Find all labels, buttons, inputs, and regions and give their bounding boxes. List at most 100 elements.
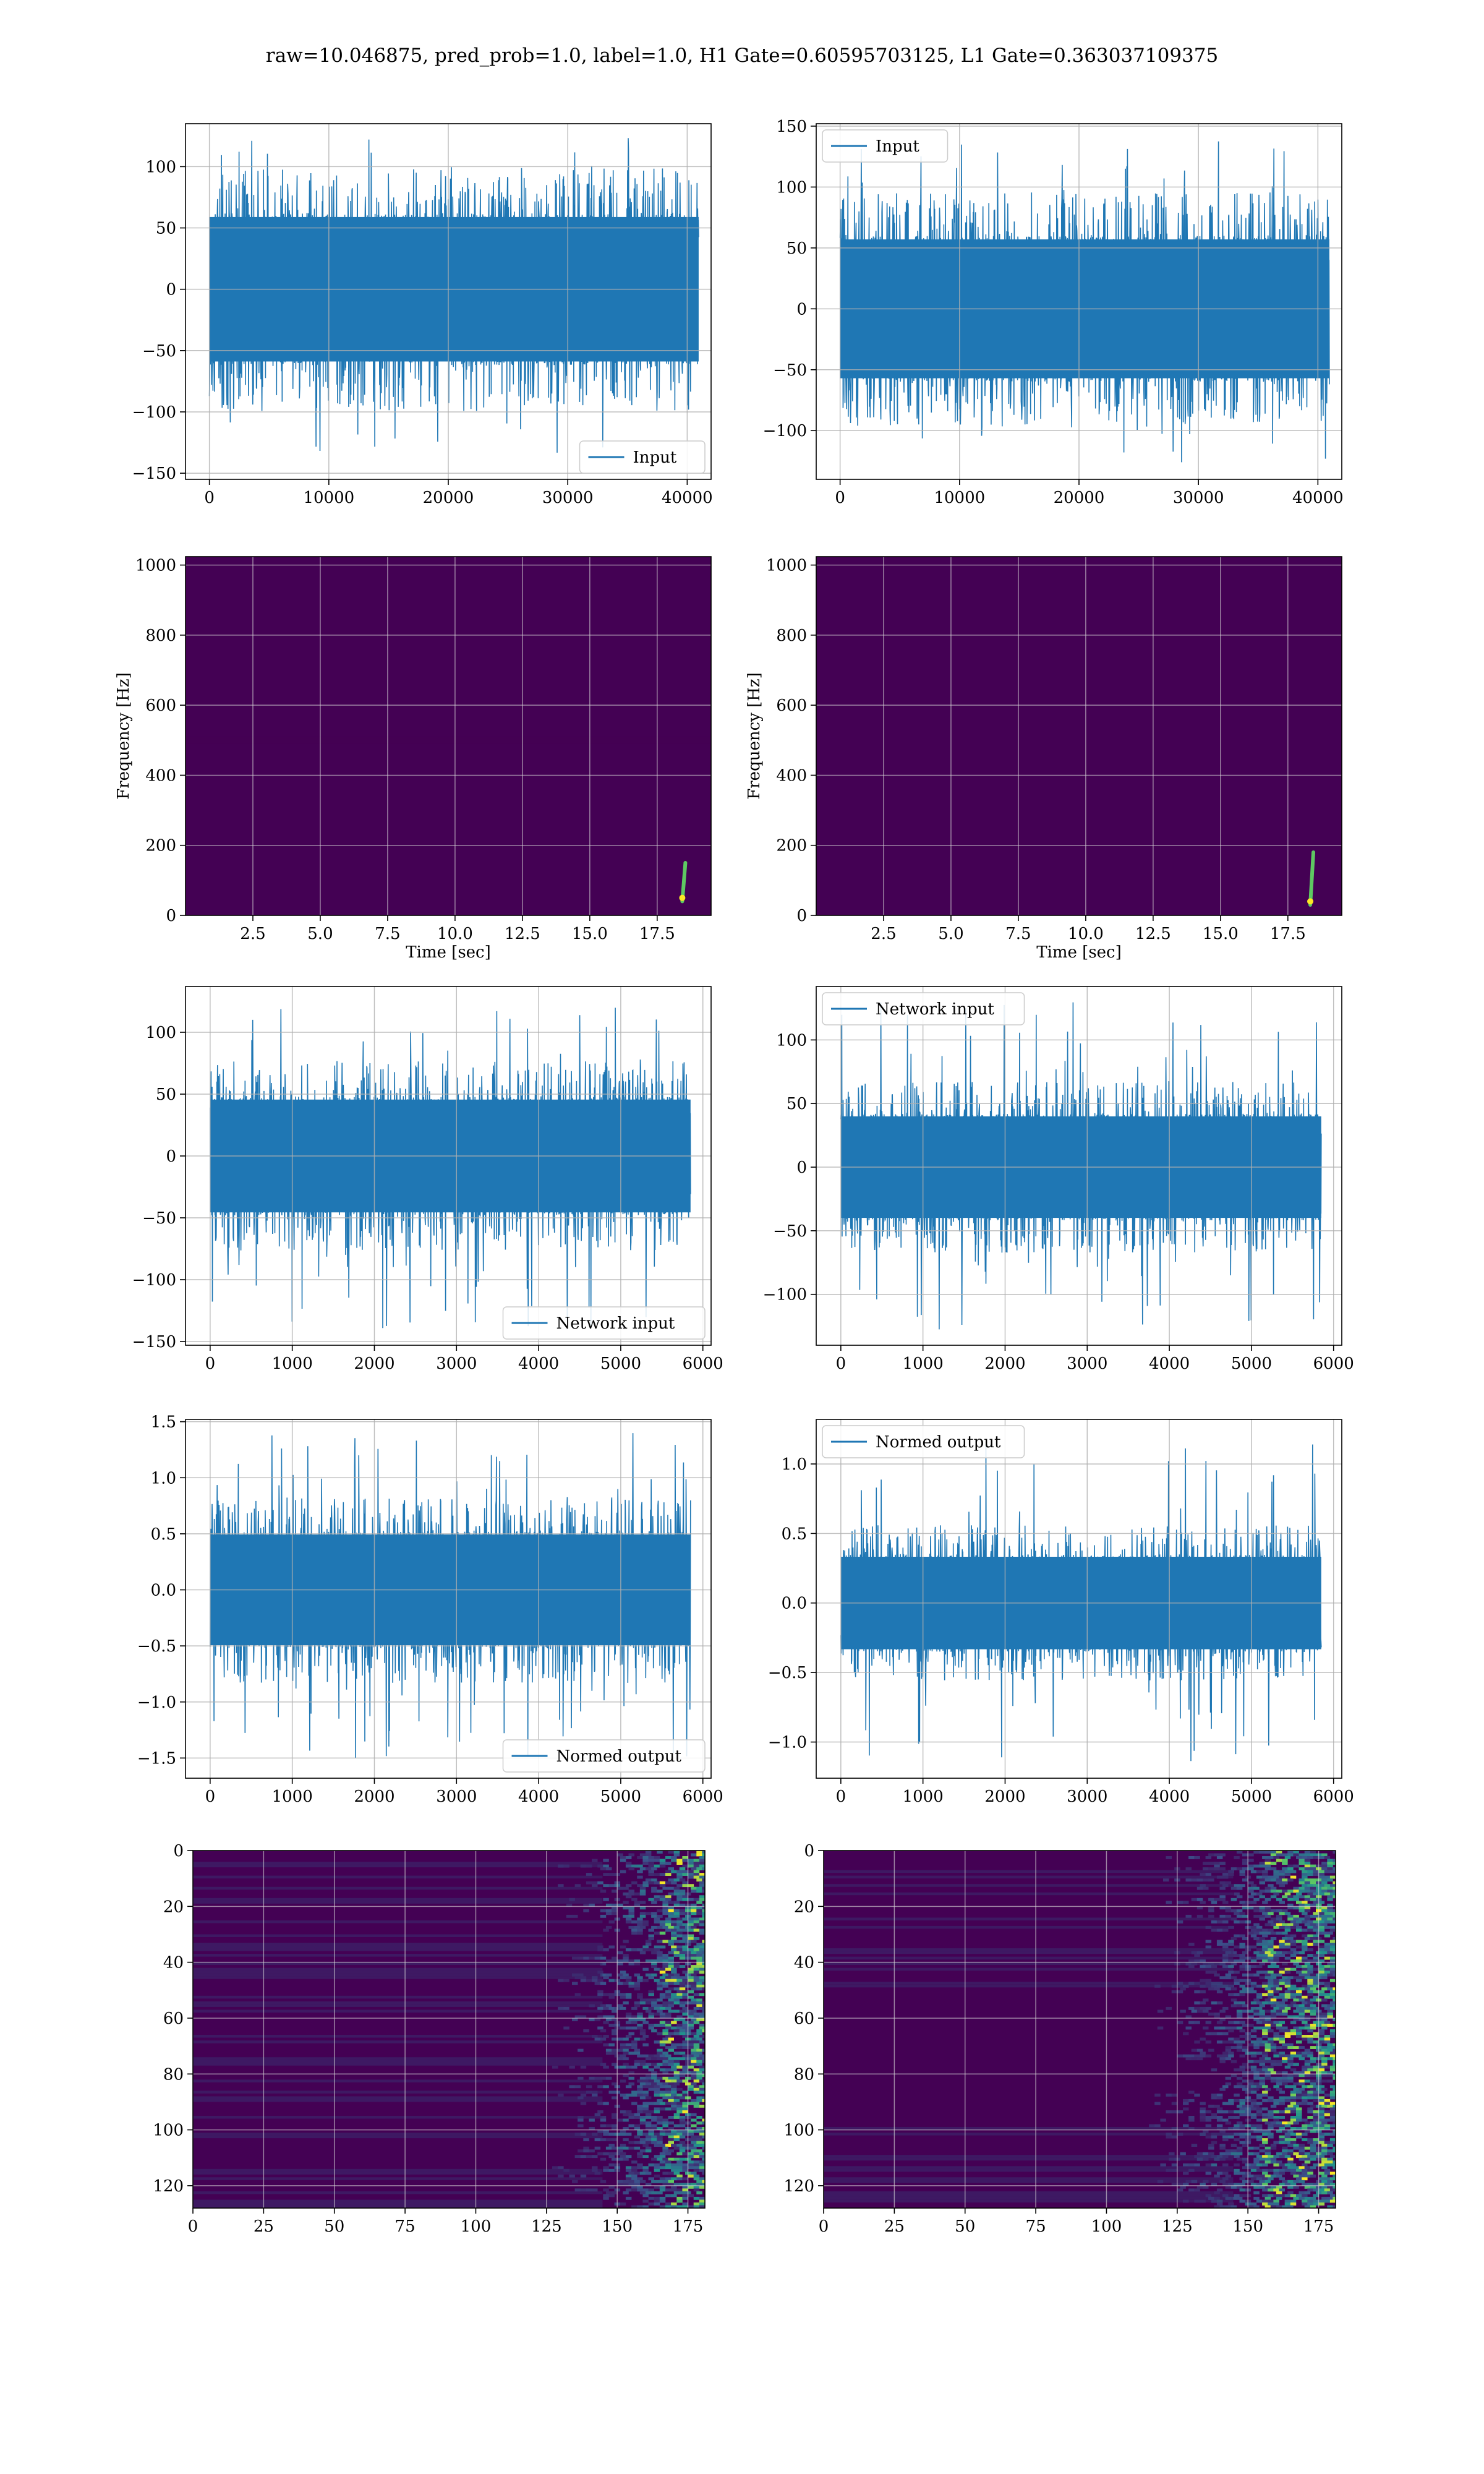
heatmap-cells (824, 1851, 1336, 2208)
x-tick-label: 10000 (934, 489, 985, 507)
x-tick-label: 5000 (1231, 1787, 1272, 1806)
x-tick-label: 17.5 (639, 925, 675, 943)
x-tick-label: 5000 (600, 1355, 641, 1373)
plot-area (824, 1851, 1336, 2208)
y-tick-label: −150 (132, 1333, 176, 1351)
x-tick-label: 40000 (1292, 489, 1344, 507)
x-tick-label: 0 (835, 489, 845, 507)
x-tick-label: 4000 (518, 1355, 559, 1373)
x-tick-label: 30000 (1173, 489, 1224, 507)
axes-frame (192, 1850, 706, 2209)
legend-box (502, 1739, 706, 1773)
plot-area (193, 1851, 705, 2208)
legend-label: Network input (556, 1314, 675, 1333)
legend: Input (822, 129, 949, 163)
y-tick-label: 80 (163, 2065, 184, 2084)
legend: Network input (502, 1306, 706, 1340)
x-axis-label: Time [sec] (1036, 943, 1122, 962)
x-tick-label: 3000 (1067, 1787, 1107, 1806)
y-tick-label: 0 (173, 1842, 184, 1860)
y-tick-label: 100 (783, 2121, 814, 2140)
x-tick-label: 2000 (354, 1355, 394, 1373)
y-axis-label: Frequency [Hz] (745, 672, 764, 800)
heatmap-dark-band (186, 736, 711, 744)
y-tick-label: 0 (166, 907, 176, 925)
y-tick-label: 40 (163, 1954, 184, 1972)
x-tick-label: 4000 (518, 1787, 559, 1806)
heatmap-cells (193, 1851, 705, 2208)
y-tick-label: 100 (776, 178, 807, 197)
x-tick-label: 0 (819, 2217, 829, 2236)
x-tick-label: 0 (188, 2217, 198, 2236)
x-tick-label: 100 (461, 2217, 492, 2236)
y-tick-label: 60 (163, 2010, 184, 2028)
x-tick-label: 10000 (303, 489, 354, 507)
y-tick-label: 50 (156, 1085, 176, 1104)
x-tick-label: 75 (395, 2217, 416, 2236)
x-tick-label: 75 (1026, 2217, 1046, 2236)
x-tick-label: 0 (836, 1787, 846, 1806)
legend-label: Normed output (556, 1747, 682, 1766)
legend: Input (579, 440, 706, 474)
x-tick-label: 2.5 (240, 925, 265, 943)
tick-labels: 2.5 5.0 7.5 10.0 12.5 15.0 17.5 0 200 400 600 800 10… (766, 557, 1306, 943)
y-tick-label: 100 (776, 1031, 807, 1050)
x-tick-label: 175 (1303, 2217, 1334, 2236)
x-tick-label: 0 (205, 1355, 216, 1373)
y-tick-label: 600 (145, 696, 176, 715)
x-tick-label: 1000 (903, 1787, 944, 1806)
x-tick-label: 50 (955, 2217, 975, 2236)
x-tick-label: 7.5 (1005, 925, 1031, 943)
legend-box (822, 129, 949, 163)
y-tick-label: 200 (145, 837, 176, 855)
legend-box (502, 1306, 706, 1340)
y-tick-label: −100 (132, 403, 176, 422)
x-tick-label: 2000 (984, 1787, 1025, 1806)
y-axis-label: Frequency [Hz] (114, 672, 133, 800)
y-tick-label: 1.0 (782, 1455, 807, 1474)
gridlines (186, 1419, 711, 1778)
chirp-signal (1308, 850, 1316, 907)
gridlines (186, 987, 711, 1345)
x-tick-label: 4000 (1149, 1787, 1190, 1806)
x-axis-label: Time [sec] (406, 943, 491, 962)
chirp-peak (1307, 898, 1314, 905)
x-tick-label: 1000 (272, 1355, 313, 1373)
x-tick-label: 3000 (436, 1787, 477, 1806)
legend-label: Input (633, 448, 677, 467)
y-tick-label: 0.5 (782, 1525, 807, 1543)
y-tick-label: 1000 (766, 557, 807, 575)
x-tick-label: 7.5 (375, 925, 400, 943)
x-tick-label: 10.0 (437, 925, 473, 943)
y-tick-label: −1.5 (137, 1749, 176, 1768)
plot-area (816, 557, 1342, 915)
x-tick-label: 6000 (1313, 1355, 1354, 1373)
legend-box (579, 440, 706, 474)
legend: Network input (822, 992, 1025, 1025)
y-tick-label: −50 (142, 342, 176, 361)
x-tick-label: 0 (836, 1355, 846, 1373)
y-tick-label: −50 (142, 1209, 176, 1228)
y-tick-label: 0 (804, 1842, 814, 1860)
y-tick-label: 0 (796, 300, 807, 319)
y-tick-label: 1.5 (151, 1413, 176, 1432)
y-tick-label: 20 (794, 1898, 814, 1916)
tick-labels: 0 1000 2000 3000 4000 5000 6000 −1.5 −1.0 −0.5 0.0… (137, 1413, 723, 1806)
x-tick-label: 0 (205, 1787, 216, 1806)
x-tick-label: 25 (884, 2217, 905, 2236)
axes-frame (823, 1850, 1336, 2209)
x-tick-label: 40000 (662, 489, 713, 507)
y-tick-label: 400 (776, 766, 807, 785)
axes-frame (816, 1419, 1342, 1779)
y-tick-label: −100 (763, 422, 807, 440)
y-tick-label: 0 (796, 907, 807, 925)
y-tick-label: 20 (163, 1898, 184, 1916)
tick-labels: 0 1000 2000 3000 4000 5000 6000 −150 −100 −50 0 50 1… (132, 1024, 723, 1373)
x-tick-label: 0 (204, 489, 215, 507)
x-tick-label: 6000 (1313, 1787, 1354, 1806)
x-tick-label: 50 (324, 2217, 344, 2236)
